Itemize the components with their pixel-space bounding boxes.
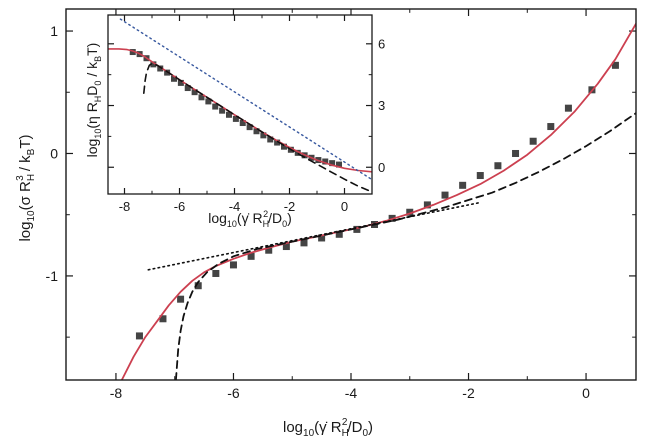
main-tick-layer (66, 9, 636, 380)
main-data-point (611, 61, 619, 69)
main-y-axis-label: log10(σ RH3 / kBT) (15, 134, 37, 241)
inset-plot-frame (107, 14, 373, 195)
main-data-point (177, 295, 185, 303)
main-data-point (229, 261, 237, 269)
inset-data-point (281, 143, 287, 150)
inset-data-point (184, 85, 191, 92)
inset-x-tick-label: 0 (341, 199, 348, 214)
main-data-point (353, 225, 361, 233)
main-x-tick-label: 0 (582, 385, 590, 401)
main-x-tick-label: -8 (110, 385, 123, 401)
main-data-point (406, 208, 414, 216)
inset-data-point (226, 111, 232, 118)
main-data-point (512, 149, 520, 157)
main-data-point (494, 162, 502, 170)
inset-data-point (198, 94, 205, 101)
inset-y-axis-label: log10(η RHD0 / kBT) (84, 43, 103, 158)
inset-data-point (246, 124, 253, 131)
inset-solid-curve (108, 48, 372, 173)
main-data-point (300, 239, 308, 247)
main-data-point (335, 230, 343, 238)
inset-data-point (294, 149, 301, 156)
main-y-tick-label: 0 (50, 145, 58, 161)
inset-data-point (336, 161, 342, 168)
main-x-tick-label: -2 (462, 385, 475, 401)
main-data-point (459, 181, 467, 189)
inset-data-point (239, 120, 246, 127)
inset-x-tick-label: -4 (229, 199, 241, 214)
main-tick-labels: -8 -6 -4 -2 0 -1 0 1 (46, 23, 591, 401)
main-data-point (282, 243, 290, 251)
inset-dotted-curve (119, 18, 372, 181)
inset-tick-labels: -8 -6 -4 -2 0 0 3 6 (119, 36, 386, 214)
inset-y-tick-label: 3 (378, 98, 385, 113)
main-data-point (194, 282, 202, 290)
main-data-point (265, 246, 273, 254)
main-data-point (423, 201, 431, 209)
inset-series-layer (108, 18, 372, 193)
inset-x-axis-label: log10(γ̇ RH2/D0) (208, 209, 292, 229)
main-y-tick-label: -1 (46, 268, 59, 284)
main-chart: -8 -6 -4 -2 0 -1 0 1 log10(γ̇ RH2/D0) log10(σ R… (15, 8, 637, 439)
inset-x-tick-label: -8 (119, 199, 131, 214)
main-data-point (212, 269, 220, 277)
inset-data-point (191, 89, 198, 96)
main-data-point (247, 252, 255, 260)
main-data-point (441, 191, 449, 199)
inset-data-point (267, 136, 274, 143)
inset-data-point (129, 49, 136, 56)
inset-dashed-curve (143, 62, 372, 193)
inset-x-tick-label: -2 (284, 199, 296, 214)
inset-data-point (329, 160, 336, 167)
main-data-point (529, 137, 537, 145)
inset-data-point (219, 107, 226, 114)
main-data-point (547, 123, 555, 131)
inset-data-point (260, 132, 267, 139)
inset-y-tick-label: 0 (378, 160, 385, 175)
inset-data-point (253, 128, 260, 135)
inset-data-point (232, 115, 239, 122)
main-data-point (476, 172, 484, 180)
main-data-point (159, 315, 167, 323)
inset-data-point (205, 98, 212, 105)
main-y-tick-label: 1 (50, 23, 58, 39)
inset-y-tick-label: 6 (378, 36, 385, 51)
inset-data-point (322, 158, 329, 165)
main-data-point (564, 104, 572, 112)
inset-data-point (157, 65, 164, 72)
main-series-layer (120, 22, 636, 380)
inset-data-point (212, 103, 219, 110)
main-dotted-curve (147, 201, 482, 271)
main-x-tick-label: -4 (345, 385, 358, 401)
main-x-axis-label: log10(γ̇ RH2/D0) (283, 417, 373, 439)
main-dashed-curve (174, 112, 636, 380)
main-plot-frame (65, 8, 637, 381)
inset-background (108, 15, 372, 194)
inset-data-point (274, 139, 281, 146)
inset-data-point (150, 61, 157, 68)
inset-chart: -8 -6 -4 -2 0 0 3 6 log10(γ̇ RH2/D0) log10(η RH… (84, 14, 386, 229)
main-data-point (135, 332, 143, 340)
inset-data-point (177, 79, 184, 86)
main-data-point (318, 234, 326, 242)
inset-data-point (171, 75, 177, 82)
main-x-tick-label: -6 (227, 385, 240, 401)
inset-x-tick-label: -6 (174, 199, 186, 214)
